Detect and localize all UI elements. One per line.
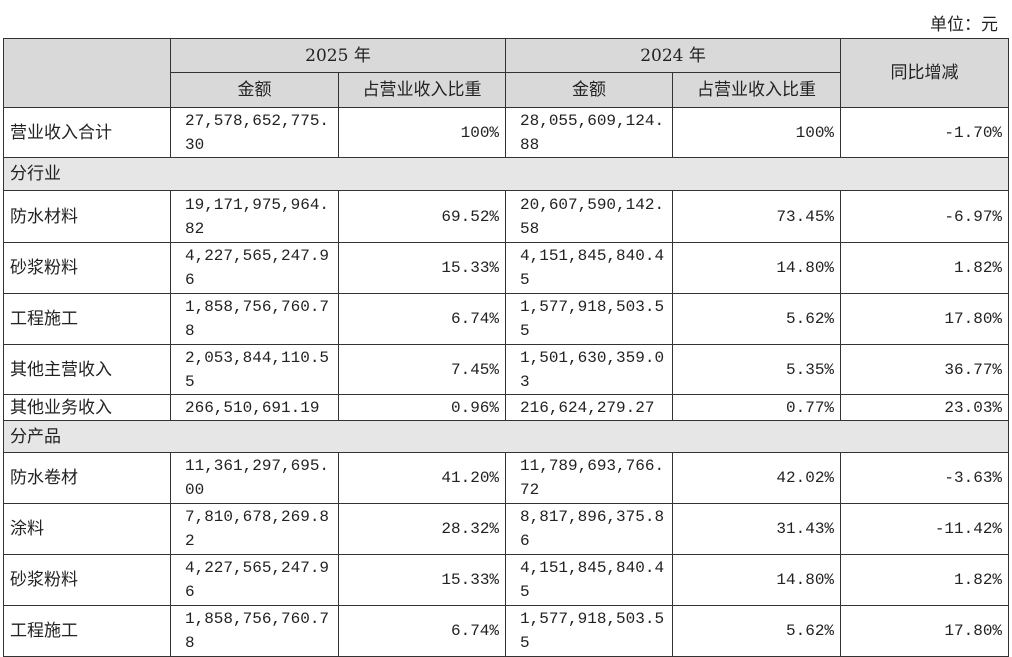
amount-cell: 266,510,691.19 [170,394,339,421]
percent-cell: 73.45% [672,190,842,243]
percent-cell: -1.70% [840,107,1010,158]
header-cell: 金额 [505,72,674,108]
section-cell: 分产品 [2,420,1010,453]
table-row: 营业收入合计 27,578,652,775.30 100% 28,055,609,12… [3,107,1010,158]
amount-cell: 27,578,652,775.30 [170,107,339,158]
header-cell: 占营业收入比重 [337,72,507,108]
amount-cell: 7,810,678,269.82 [170,503,339,555]
amount-cell: 1,577,918,503.55 [505,605,674,657]
amount-cell: 216,624,279.27 [505,394,674,421]
amount-cell: 1,577,918,503.55 [505,293,674,345]
percent-cell: 14.80% [672,242,842,294]
header-cell: 同比增减 [840,38,1010,108]
percent-cell: 0.96% [337,394,507,421]
amount-cell: 11,361,297,695.00 [170,452,339,504]
revenue-table: 2025 年 2024 年 同比增减 金额 占营业收入比重 金额 占营业收入比重… [2,38,1010,657]
percent-cell: 17.80% [840,605,1010,657]
table-row: 涂料 7,810,678,269.82 28.32% 8,817,896,375.86… [3,503,1010,555]
table-row: 分行业 [2,157,1010,191]
amount-cell: 8,817,896,375.86 [505,503,674,555]
table-row: 工程施工 1,858,756,760.78 6.74% 1,577,918,503.5… [3,605,1010,657]
row-label: 工程施工 [3,293,171,345]
header-cell: 金额 [170,72,339,108]
percent-cell: 15.33% [337,554,507,606]
table-row: 分产品 [2,420,1010,453]
percent-cell: 5.62% [672,293,842,345]
amount-cell: 2,053,844,110.55 [170,344,339,395]
percent-cell: -3.63% [840,452,1010,504]
percent-cell: 6.74% [337,293,507,345]
percent-cell: 14.80% [672,554,842,606]
row-label: 涂料 [3,503,171,555]
percent-cell: 5.35% [672,344,842,395]
table-row: 其他业务收入 266,510,691.19 0.96% 216,624,279.27 0… [3,394,1010,421]
percent-cell: 6.74% [337,605,507,657]
section-cell: 分行业 [2,157,1010,191]
percent-cell: 42.02% [672,452,842,504]
percent-cell: 28.32% [337,503,507,555]
row-label: 砂浆粉料 [3,554,171,606]
amount-cell: 4,151,845,840.45 [505,554,674,606]
percent-cell: 31.43% [672,503,842,555]
header-cell: 2024 年 [505,38,842,73]
table-row: 其他主营收入 2,053,844,110.55 7.45% 1,501,630,359… [3,344,1010,395]
percent-cell: 36.77% [840,344,1010,395]
amount-cell: 1,858,756,760.78 [170,293,339,345]
row-label: 防水卷材 [3,452,171,504]
percent-cell: 41.20% [337,452,507,504]
row-label: 砂浆粉料 [3,242,171,294]
percent-cell: -6.97% [840,190,1010,243]
amount-cell: 28,055,609,124.88 [505,107,674,158]
row-label: 其他业务收入 [3,394,171,421]
amount-cell: 4,227,565,247.96 [170,242,339,294]
percent-cell: 1.82% [840,242,1010,294]
table-row: 工程施工 1,858,756,760.78 6.74% 1,577,918,503.5… [3,293,1010,345]
percent-cell: 15.33% [337,242,507,294]
percent-cell: 1.82% [840,554,1010,606]
percent-cell: 23.03% [840,394,1010,421]
unit-label: 单位：元 [930,15,998,35]
percent-cell: 100% [337,107,507,158]
percent-cell: 69.52% [337,190,507,243]
table-row: 砂浆粉料 4,227,565,247.96 15.33% 4,151,845,840.… [3,554,1010,606]
row-label: 其他主营收入 [3,344,171,395]
row-label: 营业收入合计 [3,107,171,158]
amount-cell: 1,501,630,359.03 [505,344,674,395]
row-label: 工程施工 [3,605,171,657]
table-row: 砂浆粉料 4,227,565,247.96 15.33% 4,151,845,840.… [3,242,1010,294]
amount-cell: 20,607,590,142.58 [505,190,674,243]
amount-cell: 1,858,756,760.78 [170,605,339,657]
amount-cell: 4,151,845,840.45 [505,242,674,294]
percent-cell: -11.42% [840,503,1010,555]
amount-cell: 4,227,565,247.96 [170,554,339,606]
corner-cell [3,38,171,108]
amount-cell: 11,789,693,766.72 [505,452,674,504]
amount-cell: 19,171,975,964.82 [170,190,339,243]
row-label: 防水材料 [3,190,171,243]
header-cell: 占营业收入比重 [672,72,842,108]
percent-cell: 5.62% [672,605,842,657]
table-row: 防水材料 19,171,975,964.82 69.52% 20,607,590,14… [3,190,1010,243]
percent-cell: 0.77% [672,394,842,421]
table-row: 防水卷材 11,361,297,695.00 41.20% 11,789,693,76… [3,452,1010,504]
percent-cell: 100% [672,107,842,158]
percent-cell: 17.80% [840,293,1010,345]
header-cell: 2025 年 [169,38,507,73]
percent-cell: 7.45% [337,344,507,395]
